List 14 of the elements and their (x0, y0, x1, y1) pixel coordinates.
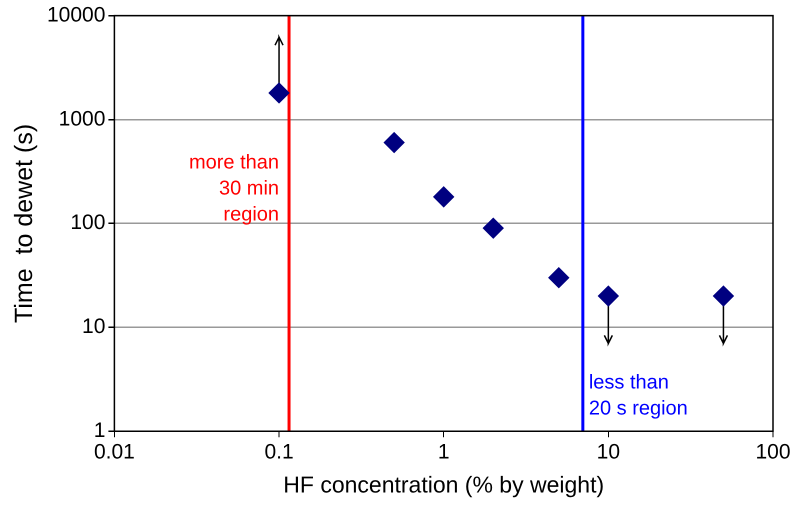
y-axis-title: Time to dewet (s) (10, 124, 38, 323)
x-tick-label: 100 (755, 440, 791, 464)
y-tick-label: 1000 (58, 107, 106, 130)
y-tick-label: 100 (70, 211, 106, 234)
ref-line-label: more than 30 min region (188, 151, 280, 226)
y-tick-label: 10 (82, 315, 106, 338)
x-tick-label: 10 (596, 440, 620, 464)
x-axis-title: HF concentration (% by weight) (283, 472, 604, 498)
y-tick-label: 1 (94, 418, 106, 442)
x-tick-label: 0.01 (94, 440, 135, 464)
ref-line-label: less than 20 s region (588, 372, 688, 420)
x-tick-label: 1 (438, 440, 450, 464)
y-tick-label: 10000 (46, 3, 106, 26)
x-tick-label: 0.1 (264, 440, 294, 464)
